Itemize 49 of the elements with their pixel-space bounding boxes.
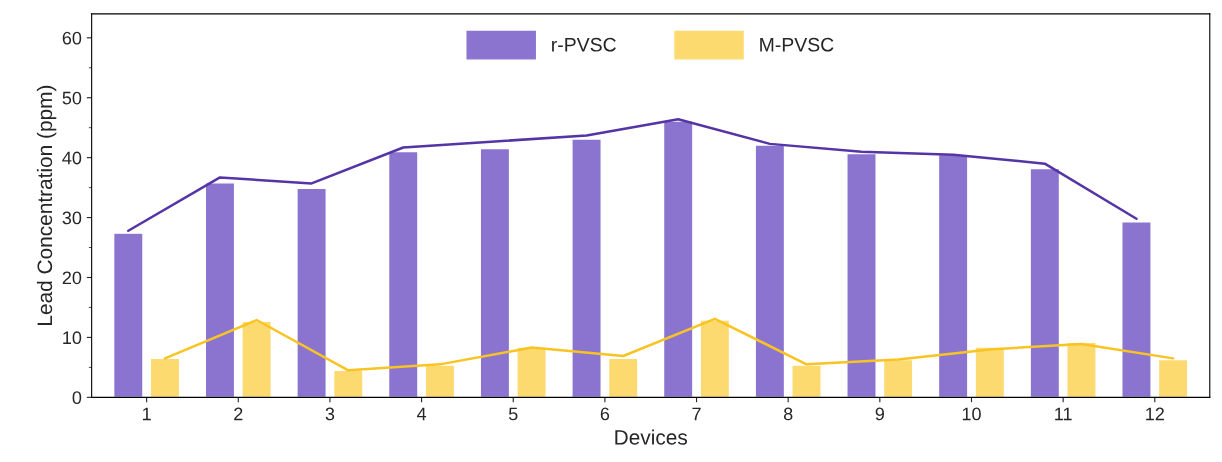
- bar: [791, 364, 822, 398]
- x-tick-label: 5: [508, 407, 518, 421]
- legend-label: M-PVSC: [760, 37, 834, 52]
- bar: [204, 182, 236, 398]
- y-tick-label: 30: [62, 211, 82, 225]
- x-tick-label: 3: [325, 407, 335, 421]
- x-tick-label: 12: [1146, 407, 1164, 421]
- line-series: [127, 118, 1138, 232]
- bar: [479, 147, 511, 398]
- bar: [387, 150, 419, 398]
- bar: [1029, 167, 1061, 398]
- x-tick-label: 10: [962, 407, 981, 421]
- bar: [112, 232, 144, 398]
- bar: [149, 357, 181, 398]
- legend-label: r-PVSC: [552, 37, 616, 52]
- x-tick-label: 8: [783, 407, 793, 421]
- bar: [424, 364, 456, 398]
- bar: [937, 153, 969, 398]
- bar: [571, 138, 602, 398]
- x-axis-title: Devices: [615, 429, 688, 445]
- bar: [846, 152, 877, 398]
- x-tick-label: 2: [234, 407, 243, 421]
- bar: [607, 357, 639, 398]
- y-tick-label: 20: [62, 271, 82, 285]
- bar: [754, 144, 786, 398]
- x-tick-label: 4: [416, 407, 427, 421]
- bar: [882, 358, 914, 398]
- y-tick-label: 10: [63, 331, 82, 345]
- bar: [1157, 358, 1189, 398]
- bar: [1121, 221, 1152, 398]
- bar: [296, 187, 327, 398]
- x-tick-label: 1: [143, 407, 151, 421]
- y-tick-label: 60: [62, 31, 82, 45]
- x-tick-label: 6: [600, 407, 610, 421]
- bar: [241, 320, 272, 398]
- line-series: [163, 317, 1175, 372]
- y-tick-label: 0: [72, 391, 82, 405]
- bar: [516, 346, 547, 398]
- x-tick-label: 11: [1055, 407, 1072, 421]
- x-tick-label: 7: [692, 407, 701, 421]
- bar: [662, 120, 694, 398]
- bar: [1066, 341, 1097, 398]
- y-axis-title: Lead Concentration (ppm): [36, 85, 57, 325]
- y-tick-label: 50: [62, 91, 82, 105]
- x-tick-label: 9: [875, 407, 885, 421]
- bar: [974, 346, 1006, 398]
- bar: [332, 369, 364, 398]
- bar: [699, 319, 731, 398]
- y-tick-label: 40: [62, 151, 82, 165]
